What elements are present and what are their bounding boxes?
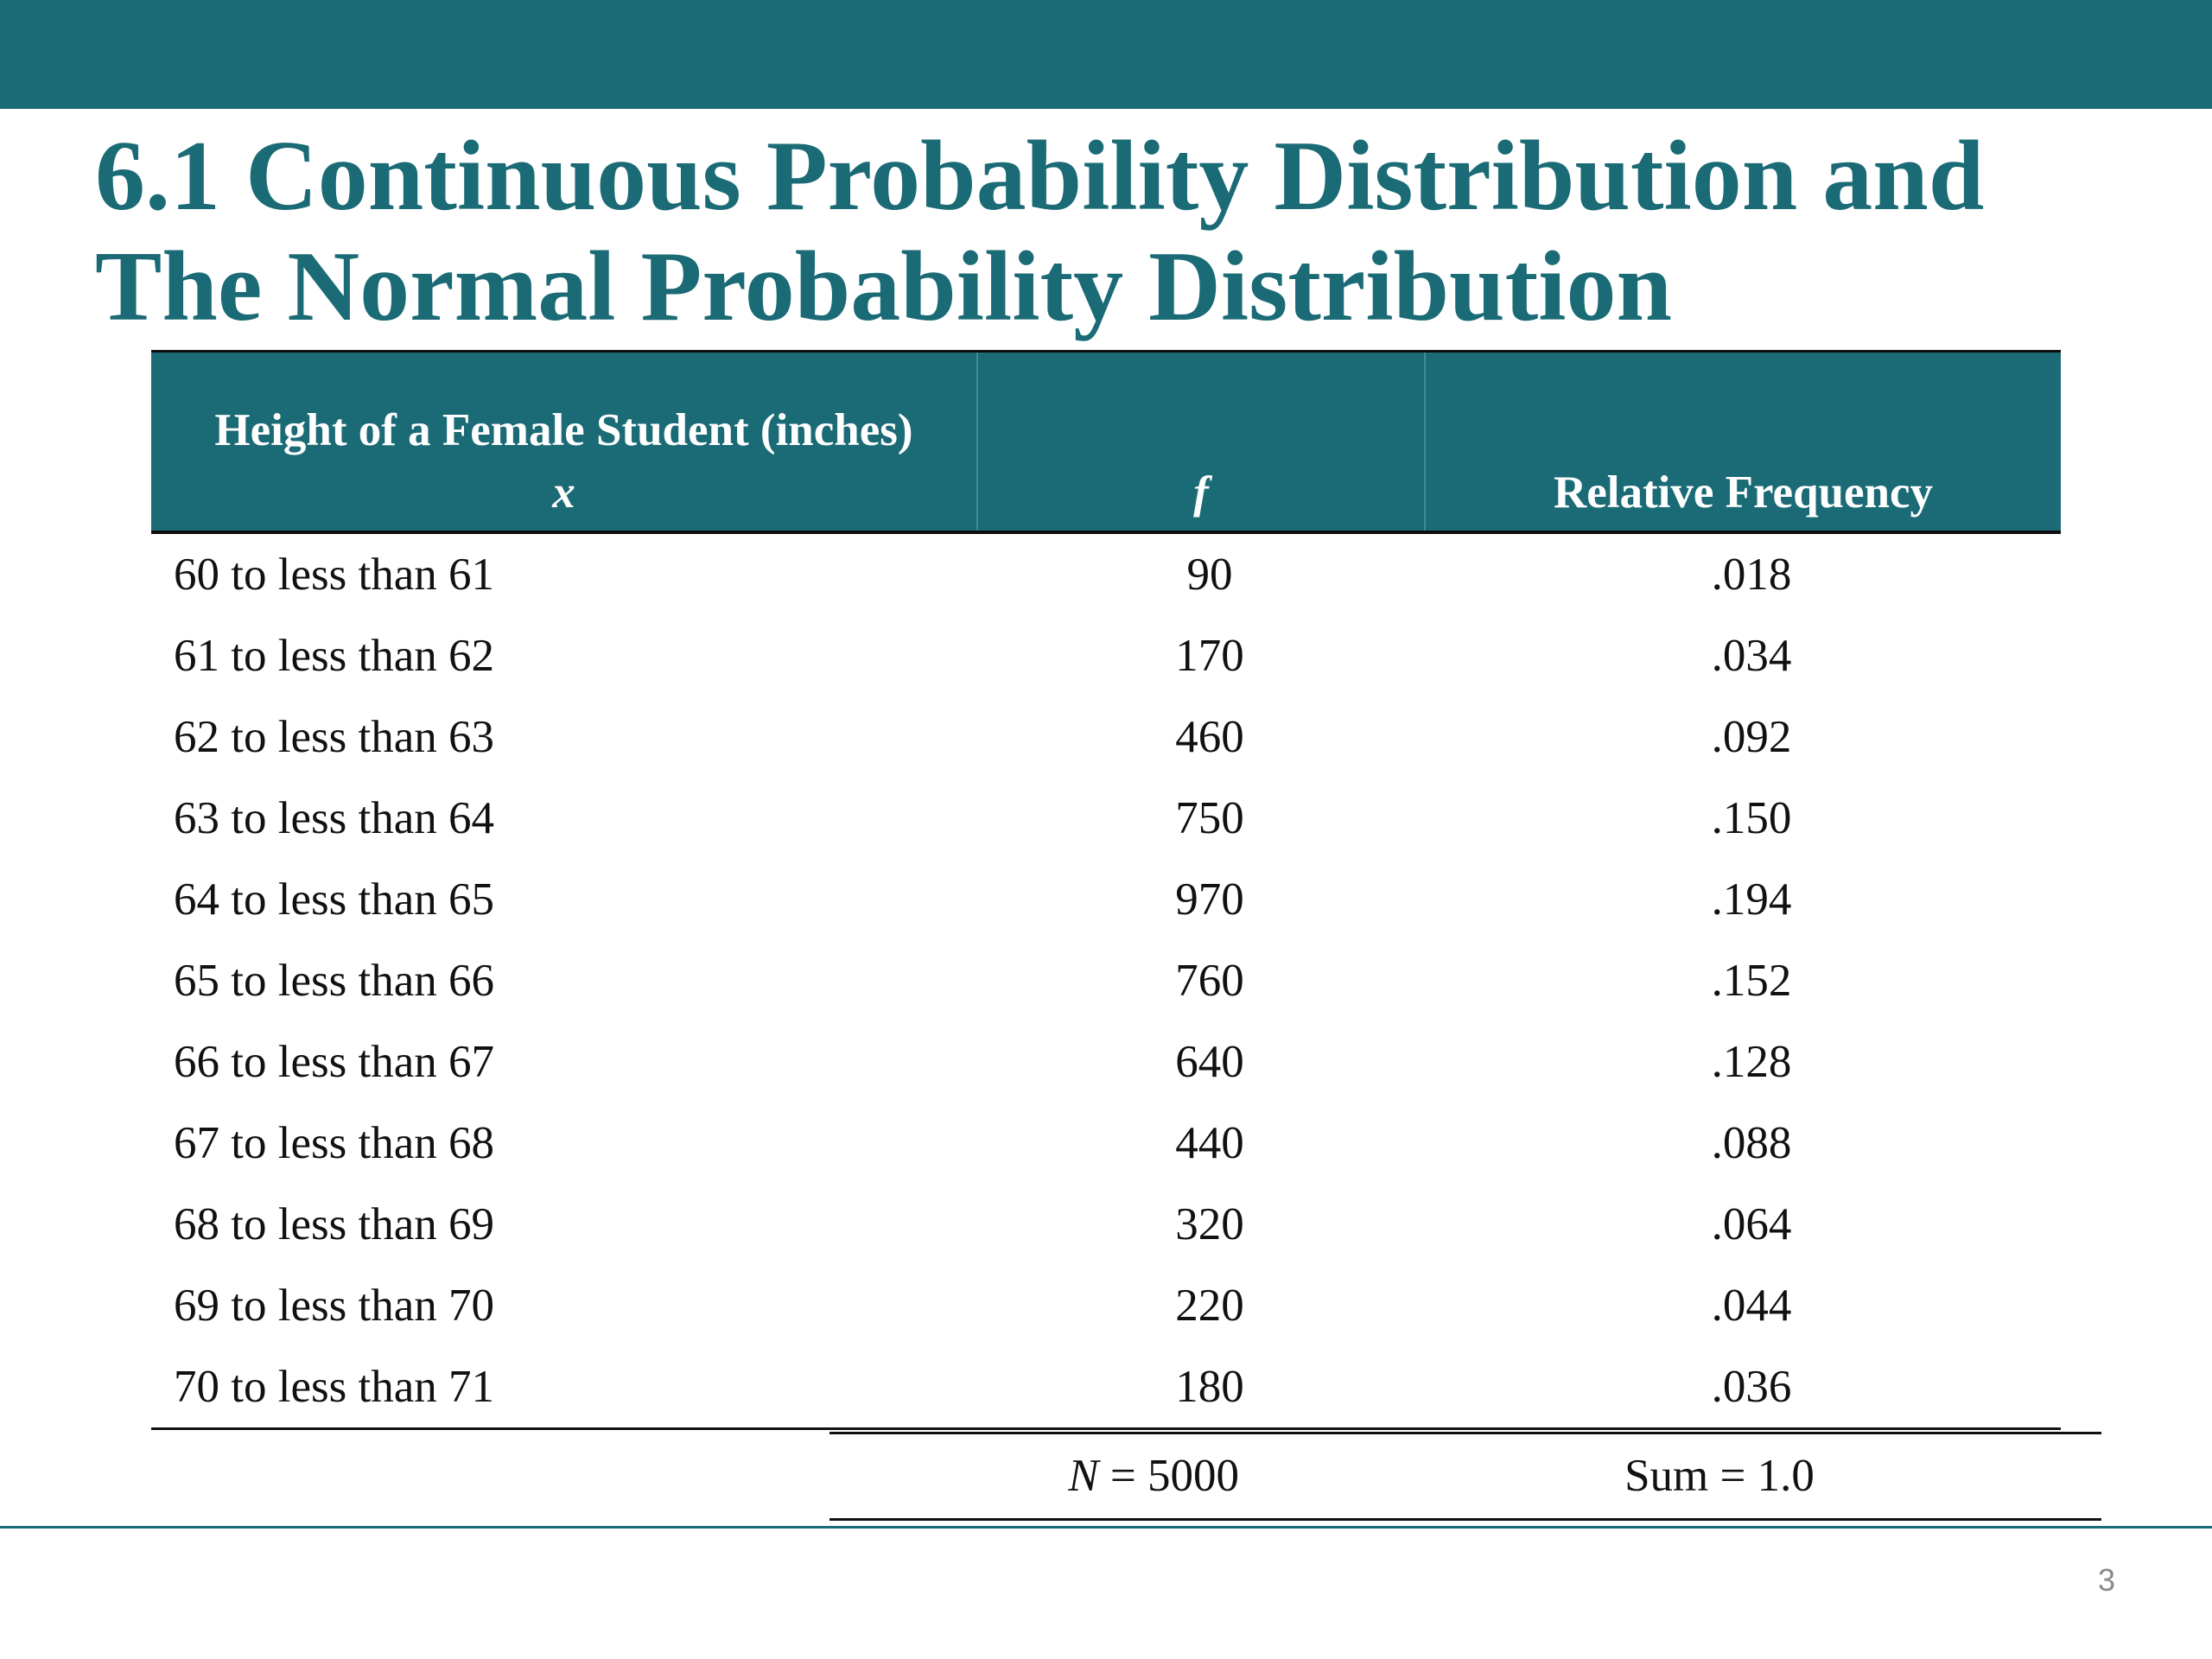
table-row: 65 to less than 66 760 .152 — [151, 940, 2061, 1021]
frequency-cell: 750 — [1175, 793, 1244, 843]
total-frequency-symbol: N — [1068, 1451, 1099, 1501]
table-body: 60 to less than 61 90 .018 61 to less than … — [151, 532, 2061, 1430]
frequency-cell: 320 — [1175, 1199, 1244, 1249]
header-frequency: f — [976, 350, 1425, 534]
relative-frequency-cell: .036 — [1425, 1346, 2061, 1430]
relative-frequency-cell: .044 — [1711, 1281, 1792, 1331]
page-number: 3 — [2097, 1562, 2115, 1598]
height-range-cell: 62 to less than 63 — [174, 712, 494, 762]
relative-frequency-cell: .152 — [1711, 956, 1792, 1006]
title-line-1: 6.1 Continuous Probability Distribution … — [95, 121, 1985, 232]
table-row: 64 to less than 65 970 .194 — [151, 859, 2061, 940]
relative-frequency-cell: .092 — [1711, 712, 1792, 762]
totals-row: N = 5000 Sum = 1.0 — [830, 1432, 2101, 1521]
frequency-cell: 170 — [1175, 631, 1244, 681]
header-relative-frequency: Relative Frequency — [1424, 350, 2061, 534]
total-relative-frequency: Sum = 1.0 — [1624, 1451, 1815, 1501]
table-row: 62 to less than 63 460 .092 — [151, 696, 2061, 778]
table-row: 70 to less than 71 180.036 — [151, 1346, 2061, 1430]
height-range-cell: 63 to less than 64 — [174, 793, 494, 843]
height-range-cell: 65 to less than 66 — [174, 956, 494, 1006]
slide-title: 6.1 Continuous Probability Distribution … — [95, 121, 2169, 342]
header-row: Height of a Female Student (inches) x f … — [151, 350, 2061, 534]
height-range-cell: 70 to less than 71 — [151, 1346, 977, 1430]
footer-divider — [0, 1526, 2212, 1529]
table-row: 63 to less than 64 750 .150 — [151, 778, 2061, 859]
header-band — [0, 0, 2212, 109]
total-frequency: N = 5000 — [830, 1434, 1239, 1518]
table-row: 69 to less than 70 220 .044 — [151, 1265, 2061, 1346]
frequency-cell: 180 — [977, 1346, 1425, 1430]
frequency-cell: 440 — [1175, 1118, 1244, 1168]
relative-frequency-cell: .150 — [1711, 793, 1792, 843]
frequency-cell: 220 — [1175, 1281, 1244, 1331]
title-line-2: The Normal Probability Distribution — [95, 232, 1672, 342]
frequency-cell: 970 — [1175, 874, 1244, 925]
relative-frequency-cell: .194 — [1711, 874, 1792, 925]
frequency-cell: 90 — [1186, 550, 1233, 600]
table-row: 68 to less than 69 320 .064 — [151, 1184, 2061, 1265]
height-range-cell: 60 to less than 61 — [174, 550, 494, 600]
table-row: 66 to less than 67 640 .128 — [151, 1021, 2061, 1103]
header-height-label: Height of a Female Student (inches) — [214, 405, 913, 455]
frequency-cell: 760 — [1175, 956, 1244, 1006]
table-header: Height of a Female Student (inches) x f … — [151, 350, 2061, 534]
frequency-table: Height of a Female Student (inches) x f … — [151, 350, 2061, 1430]
table-row: 61 to less than 62 170 .034 — [151, 615, 2061, 696]
relative-frequency-cell: .088 — [1711, 1118, 1792, 1168]
relative-frequency-cell: .034 — [1711, 631, 1792, 681]
table-row: 67 to less than 68 440 .088 — [151, 1103, 2061, 1184]
header-height-variable: x — [552, 467, 575, 518]
frequency-cell: 640 — [1175, 1037, 1244, 1087]
total-frequency-value: = 5000 — [1098, 1451, 1239, 1501]
height-range-cell: 69 to less than 70 — [174, 1281, 494, 1331]
frequency-cell: 460 — [1175, 712, 1244, 762]
height-range-cell: 68 to less than 69 — [174, 1199, 494, 1249]
height-range-cell: 64 to less than 65 — [174, 874, 494, 925]
relative-frequency-cell: .128 — [1711, 1037, 1792, 1087]
relative-frequency-cell: .018 — [1711, 550, 1792, 600]
header-height: Height of a Female Student (inches) x — [151, 350, 977, 534]
height-range-cell: 61 to less than 62 — [174, 631, 494, 681]
table-row: 60 to less than 61 90 .018 — [151, 532, 2061, 615]
relative-frequency-cell: .064 — [1711, 1199, 1792, 1249]
height-range-cell: 67 to less than 68 — [174, 1118, 494, 1168]
height-range-cell: 66 to less than 67 — [174, 1037, 494, 1087]
